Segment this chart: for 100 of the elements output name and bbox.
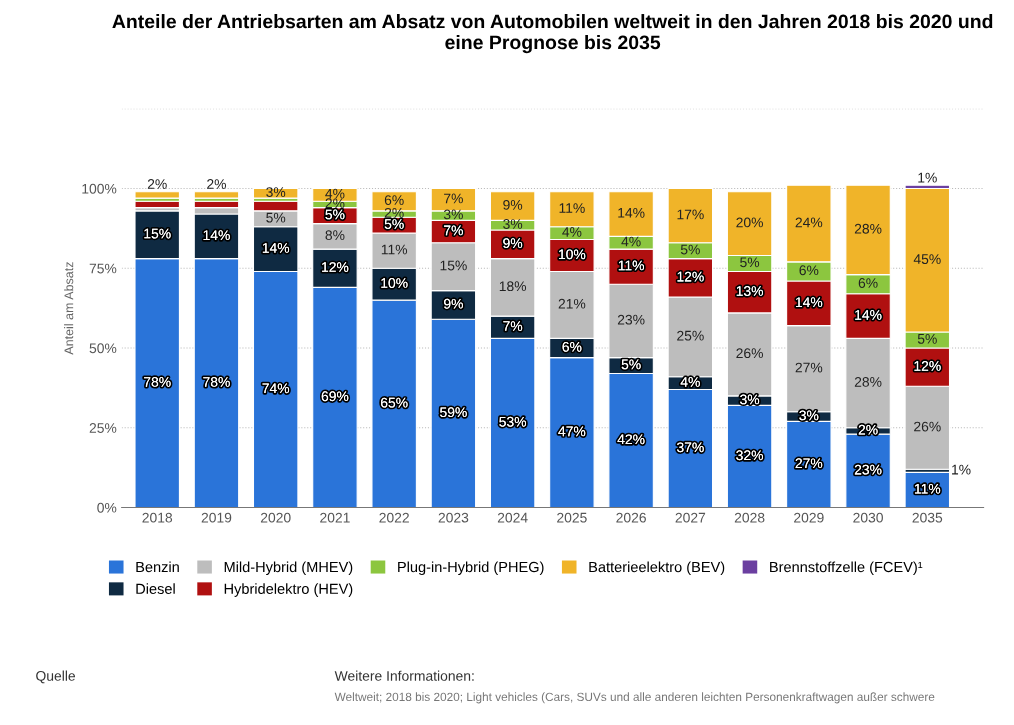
data-label: 11% [381,244,408,255]
data-label: 59% [440,407,467,418]
y-tick-label: 75% [89,263,117,274]
x-tick-label: 2024 [497,512,528,523]
x-tick-label: 2018 [142,512,173,523]
legend-label: Brennstoffzelle (FCEV)¹ [770,561,923,576]
data-label: 5% [266,212,286,223]
data-label: 47% [558,426,586,437]
data-label: 15% [440,260,467,271]
x-tick-label: 2027 [675,512,706,523]
data-label: 3% [503,219,523,229]
data-label: 6% [384,195,404,205]
x-tick-label: 2022 [379,512,409,523]
data-label: 74% [262,383,290,394]
legend-label: Diesel [136,583,175,594]
data-label: 7% [444,193,463,204]
data-label: 53% [499,416,527,427]
data-label: 5% [680,244,700,255]
data-label: 14% [618,207,645,218]
data-label: 6% [562,341,582,352]
data-label: 9% [503,238,523,249]
y-tick-label: 25% [89,423,117,433]
bar [252,187,299,199]
data-label: 11% [618,260,645,271]
data-label: 9% [444,298,463,309]
data-label: 10% [559,249,586,260]
data-label: 3% [740,394,760,405]
data-label: 2% [147,179,167,189]
data-label: 4% [621,236,641,247]
data-label: 6% [799,265,819,276]
data-label: 23% [617,314,645,325]
legend-label: Hybridelektro (HEV) [224,583,353,597]
data-label: 37% [676,442,704,453]
data-label: 27% [795,362,823,373]
data-label: 4% [680,377,700,387]
y-tick-label: 100% [82,183,117,194]
data-label: 6% [858,278,878,288]
data-label: 45% [913,254,941,264]
legend-label: Plug-in-Hybrid (PHEG) [398,561,544,576]
data-label: 20% [736,217,763,228]
data-label: 7% [503,321,523,331]
data-label: 28% [854,223,882,234]
x-tick-label: 2020 [260,512,291,523]
bar [134,191,180,199]
data-label: 14% [855,310,882,320]
legend-label: Benzin [136,561,179,573]
data-label: 10% [381,278,408,288]
legend-label: Mild-Hybrid (MHEV) [224,561,353,576]
data-label: 1% [918,172,937,183]
data-label: 3% [799,410,819,421]
data-label: 3% [443,209,463,220]
text: Quelle [36,670,76,684]
data-label: 4% [325,188,345,199]
data-label: 17% [677,209,704,220]
data-label: 15% [144,228,171,239]
data-label: 8% [325,230,345,241]
data-label: 14% [203,230,230,241]
data-label: 25% [677,330,704,341]
data-label: 65% [380,397,408,408]
data-label: 21% [558,298,586,309]
data-label: 4% [562,227,582,237]
bar [193,191,240,199]
data-label: 78% [144,376,171,387]
y-axis-title: Anteil am Absatz [64,262,74,355]
data-label: 5% [621,359,641,370]
data-label: 3% [266,187,286,198]
data-label: 12% [677,271,704,282]
text: Weltweit; 2018 bis 2020; Light vehicles (Cars, SUVs und alle anderen leichten Personenkraftwagen außer schwere [334,692,935,704]
data-label: 11% [914,483,941,494]
data-label: 5% [384,219,404,229]
data-label: 26% [736,348,763,359]
data-label: 42% [617,434,645,445]
x-tick-label: 2025 [557,512,587,523]
data-label: 28% [854,376,882,387]
data-label: 27% [795,458,823,469]
x-tick-label: 2030 [853,512,883,523]
data-label: 13% [736,286,763,296]
data-label: 2% [207,179,226,189]
y-tick-label: 50% [89,343,117,354]
x-tick-label: 2029 [794,512,824,523]
chart-title: Anteile der Antriebsarten am Absatz von Automobilen weltweit in den Jahren 2018 bis 2020 und eine Prognose bis 2035 [112,14,993,54]
y-tick-label: 0% [97,502,117,513]
data-label: 12% [322,262,349,272]
data-label: 7% [444,225,463,236]
legend-label: Batterieelektro (BEV) [589,561,725,576]
x-tick-label: 2028 [734,512,765,523]
data-label: 5% [740,257,760,268]
data-label: 24% [795,217,823,228]
x-tick-label: 2023 [438,512,469,523]
x-tick-label: 2019 [201,512,232,523]
data-label: 9% [503,199,523,210]
data-label: 78% [203,376,230,387]
data-label: 1% [952,464,971,475]
data-label: 26% [914,421,941,432]
x-tick-label: 2035 [912,512,943,523]
data-label: 11% [559,203,585,213]
data-label: 5% [325,209,345,220]
data-label: 5% [917,333,937,344]
data-label: 12% [914,361,941,371]
text: Weitere Informationen: [334,670,474,681]
